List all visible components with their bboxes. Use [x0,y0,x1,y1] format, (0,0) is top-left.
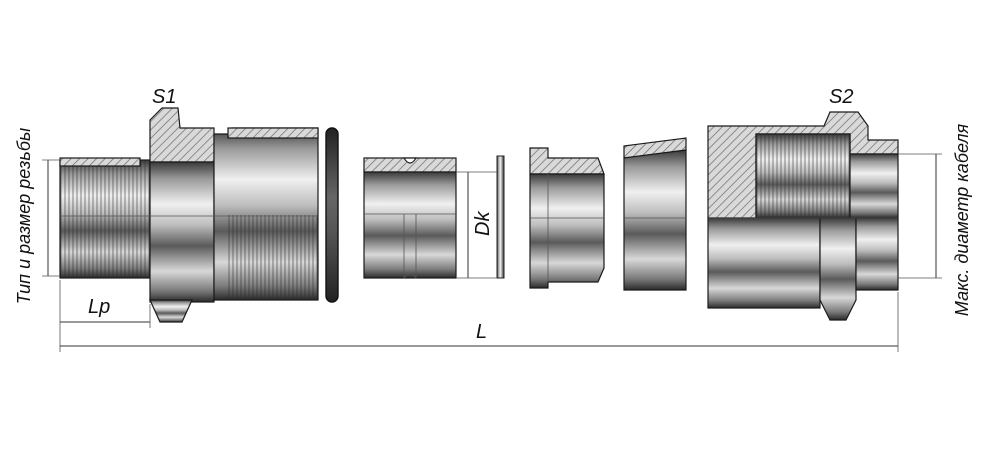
label-s2: S2 [829,86,853,108]
label-l: L [476,321,487,343]
label-max-cable-diameter: Макс. диаметр кабеля [952,123,972,316]
cap-nut-part [707,111,899,321]
label-thread-type-size: Тип и размер резьбы [14,128,34,305]
washer-part [496,155,505,279]
cone-ring-part [623,137,687,291]
seal-insert-part [363,157,457,279]
label-s1: S1 [152,86,176,108]
dimension-lines [42,153,942,352]
label-lp: Lp [88,296,110,318]
gland-body-part [59,107,319,323]
clamping-ring-part [529,147,605,289]
label-dk: Dk [472,211,494,236]
o-ring-part [325,127,339,303]
